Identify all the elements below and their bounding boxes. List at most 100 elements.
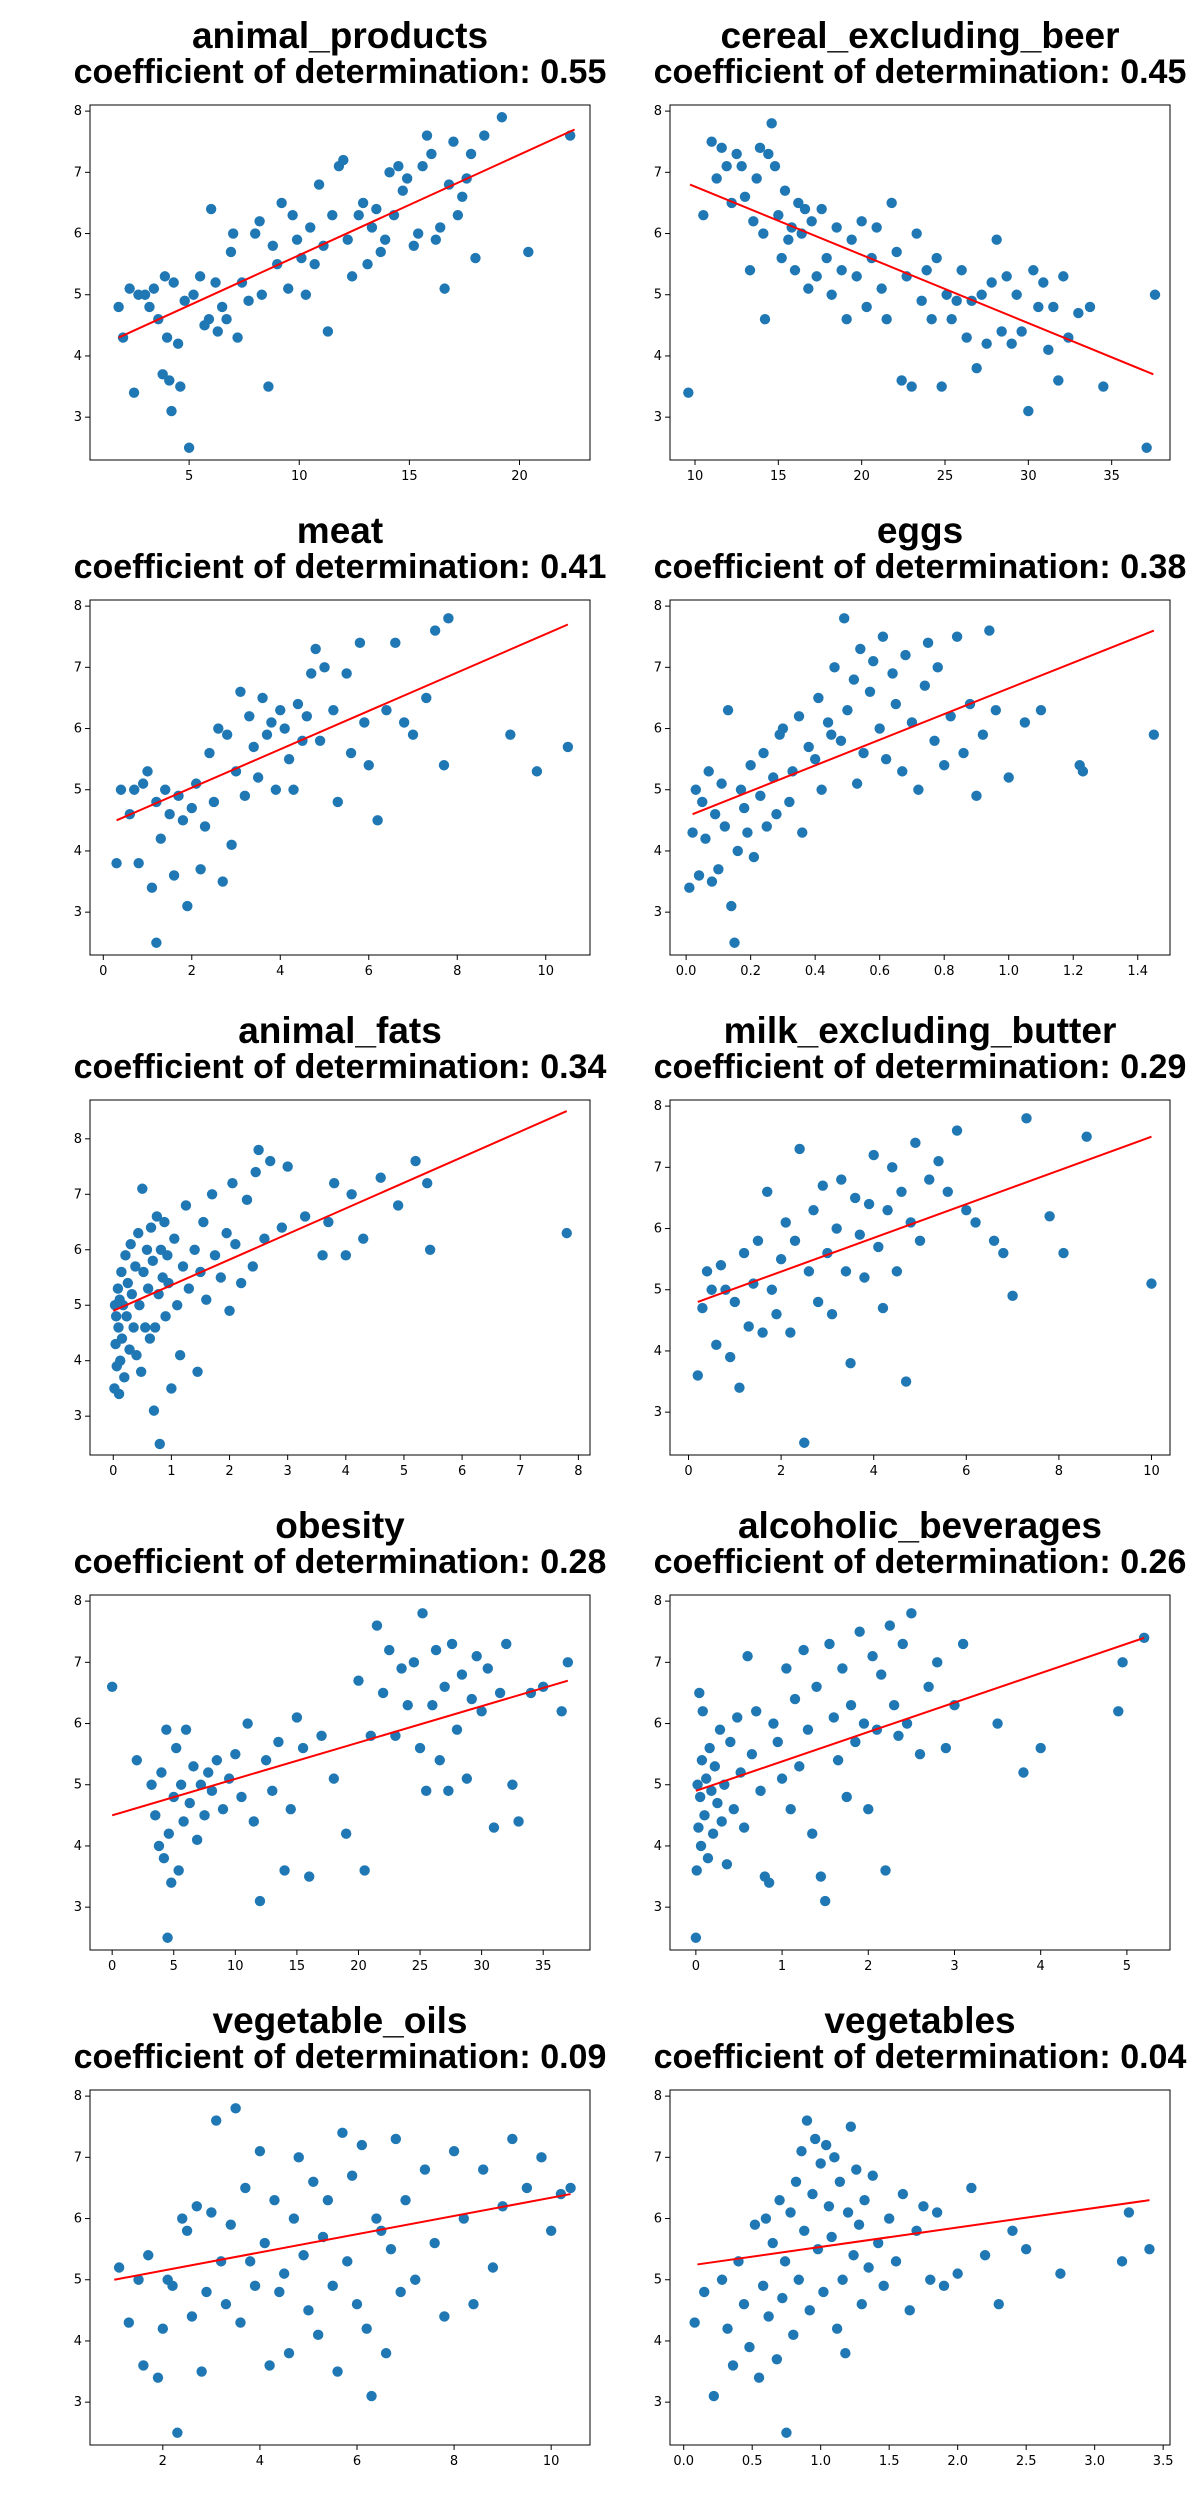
data-point <box>1020 2243 1032 2255</box>
data-point <box>1007 1290 1018 1302</box>
data-point <box>735 784 747 795</box>
data-point <box>806 216 817 227</box>
data-point <box>140 1322 151 1333</box>
data-point <box>359 1865 370 1876</box>
data-point <box>507 1779 518 1790</box>
data-point <box>183 442 195 453</box>
data-point <box>482 1663 493 1674</box>
y-tick-label: 4 <box>654 1344 662 1359</box>
data-point <box>881 314 892 325</box>
data-point <box>183 1283 195 1294</box>
data-point <box>798 1644 809 1656</box>
data-point <box>242 1718 253 1729</box>
chart-subtitle: coefficient of determination: 0.09 <box>73 2038 607 2076</box>
data-point <box>856 216 867 227</box>
data-point <box>767 2237 778 2249</box>
x-tick-label: 0.5 <box>742 2454 763 2469</box>
data-point <box>738 802 750 814</box>
data-point <box>906 1608 917 1619</box>
data-point <box>840 1266 852 1277</box>
x-tick-label: 20 <box>350 1959 367 1974</box>
data-point <box>771 1309 782 1320</box>
y-tick-label: 5 <box>74 288 82 303</box>
regression-line <box>118 128 575 339</box>
data-point <box>417 1608 428 1619</box>
y-tick-label: 6 <box>74 722 82 737</box>
data-point <box>958 747 969 759</box>
data-point <box>225 246 237 258</box>
data-point <box>507 2133 518 2145</box>
data-point <box>921 265 932 276</box>
data-point <box>133 1227 144 1239</box>
y-tick-label: 7 <box>654 165 662 180</box>
data-point <box>182 900 193 912</box>
data-point <box>556 1706 567 1717</box>
data-point <box>421 692 432 704</box>
data-point <box>736 161 747 172</box>
data-point <box>174 1349 186 1361</box>
data-point <box>742 827 753 838</box>
data-point <box>521 2182 533 2194</box>
data-point <box>683 387 694 398</box>
data-point <box>240 2182 251 2194</box>
data-point <box>338 154 349 166</box>
x-tick-label: 3.5 <box>1153 2454 1174 2469</box>
chart-title: vegetables <box>824 2000 1016 2041</box>
data-point <box>1141 442 1152 453</box>
data-point <box>466 1693 477 1705</box>
data-point <box>703 766 714 777</box>
data-point <box>250 1166 261 1178</box>
y-tick-label: 5 <box>654 1283 662 1298</box>
data-point <box>396 1663 407 1674</box>
y-tick-label: 3 <box>74 1409 82 1424</box>
data-point <box>890 698 902 710</box>
data-point <box>701 1266 713 1277</box>
x-tick-label: 0.8 <box>934 964 955 979</box>
data-point <box>867 2170 878 2181</box>
data-point <box>476 1706 487 1717</box>
data-point <box>766 118 777 129</box>
data-point <box>322 2194 334 2206</box>
chart-title: alcoholic_beverages <box>737 1505 1103 1546</box>
data-point <box>163 1828 175 1839</box>
data-point <box>144 301 155 313</box>
data-point <box>863 2262 874 2273</box>
data-point <box>900 649 911 661</box>
data-point <box>125 1239 136 1250</box>
data-point <box>434 1755 445 1766</box>
y-tick-label: 3 <box>654 1405 662 1420</box>
data-point <box>727 2360 739 2371</box>
data-point <box>938 760 950 771</box>
data-point <box>306 668 317 679</box>
data-point <box>303 2305 314 2316</box>
data-point <box>988 1235 1000 1246</box>
y-tick-label: 4 <box>74 844 82 859</box>
x-tick-label: 3 <box>284 1464 292 1479</box>
data-point <box>918 2201 929 2212</box>
data-point <box>314 735 326 746</box>
data-point <box>846 234 857 245</box>
data-point <box>940 1742 952 1754</box>
data-point <box>698 209 709 221</box>
data-point <box>198 1216 209 1228</box>
data-point <box>120 1250 131 1261</box>
data-point <box>971 362 982 374</box>
data-point <box>802 1724 814 1735</box>
data-point <box>882 1204 893 1216</box>
data-point <box>836 1174 847 1185</box>
data-point <box>785 1804 796 1815</box>
data-point <box>213 723 224 734</box>
data-point <box>1058 1247 1069 1259</box>
data-point <box>366 2390 377 2402</box>
data-point <box>684 882 695 893</box>
data-point <box>375 1172 386 1183</box>
data-point <box>175 381 186 392</box>
data-point <box>900 1376 912 1387</box>
x-tick-label: 2 <box>864 1959 872 1974</box>
data-point <box>803 1266 815 1277</box>
data-point <box>235 2317 246 2328</box>
x-tick-label: 5 <box>400 1464 408 1479</box>
data-point <box>883 2213 895 2224</box>
data-point <box>759 314 771 325</box>
data-point <box>729 937 740 948</box>
